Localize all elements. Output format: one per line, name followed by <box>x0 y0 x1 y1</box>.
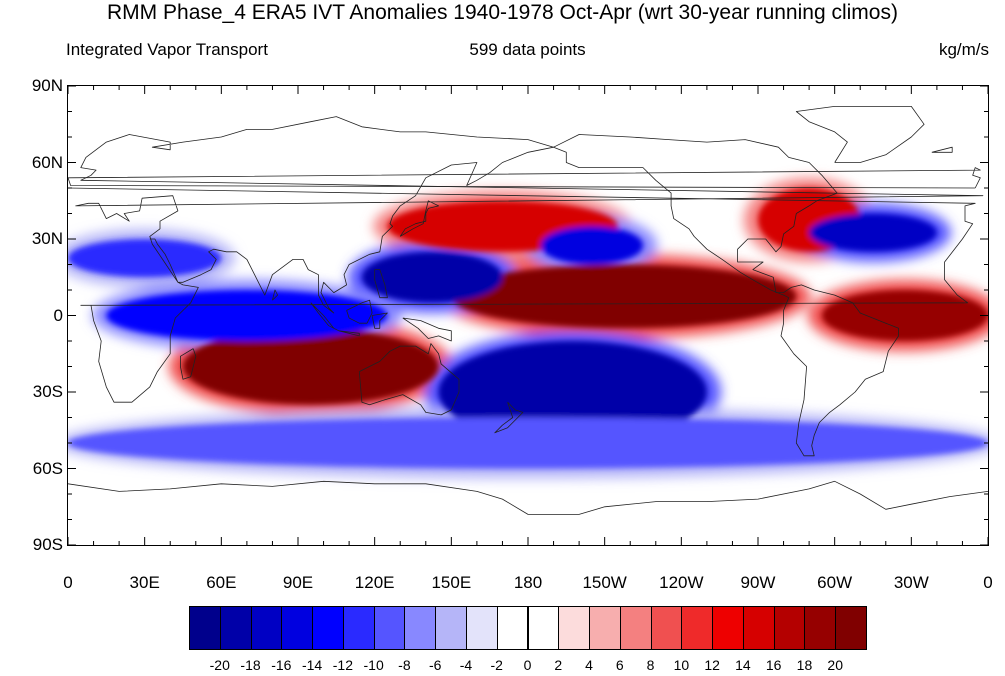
colorbar <box>189 606 867 650</box>
units-label: kg/m/s <box>938 40 989 59</box>
anomaly-region <box>68 417 988 469</box>
lat-tick-label: 60N <box>31 152 63 172</box>
coastline <box>272 289 278 301</box>
colorbar-label: -18 <box>240 657 261 673</box>
colorbar-swatch <box>465 606 498 650</box>
colorbar-label: 4 <box>585 657 593 673</box>
colorbar-label: 20 <box>827 657 844 673</box>
coastline <box>374 269 388 299</box>
lon-tick-label: 0 <box>983 573 993 592</box>
colorbar-swatch <box>496 606 529 650</box>
lat-tick-label: 90N <box>31 76 63 95</box>
anomaly-map <box>68 86 988 545</box>
coastline <box>338 330 360 337</box>
coastline <box>402 317 452 342</box>
lon-tick-label: 90E <box>282 573 314 592</box>
lat-tick-label: 30N <box>31 229 63 248</box>
lon-tick-label: 30E <box>129 573 160 592</box>
colorbar-swatch <box>773 606 806 650</box>
colorbar-label: 16 <box>765 657 782 673</box>
anomaly-region <box>183 328 439 405</box>
colorbar-label: -4 <box>459 657 473 673</box>
coastline <box>358 343 460 416</box>
coastline <box>795 106 925 163</box>
lon-tick-label: 180 <box>513 573 543 592</box>
anomaly-region <box>68 239 222 278</box>
colorbar-swatch <box>527 606 560 650</box>
colorbar-label: 18 <box>796 657 813 673</box>
colorbar-label: -2 <box>490 657 503 673</box>
lon-tick-label: 150W <box>582 573 627 592</box>
lon-tick-label: 120E <box>354 573 395 592</box>
colorbar-swatch <box>589 606 621 650</box>
coastline <box>68 116 984 403</box>
colorbar-label: -10 <box>363 657 384 673</box>
colorbar-label: -8 <box>398 657 411 673</box>
coastline <box>310 302 340 332</box>
colorbar-label: -14 <box>301 657 323 673</box>
coastline <box>931 146 953 153</box>
lon-tick-label: 150E <box>431 573 472 592</box>
lat-tick-label: 0 <box>53 305 63 325</box>
anomaly-region <box>821 290 988 341</box>
anomaly-region <box>451 264 797 329</box>
variable-label: Integrated Vapor Transport <box>66 40 268 59</box>
colorbar-swatch <box>373 606 406 650</box>
lon-tick-label: 120W <box>659 573 704 592</box>
coastline <box>494 401 524 434</box>
lon-tick-label: 30W <box>893 573 929 592</box>
colorbar-label: 12 <box>704 657 720 673</box>
colorbar-swatch <box>404 606 437 650</box>
colorbar-swatch <box>681 606 714 650</box>
lon-tick-label: 60W <box>817 573 853 592</box>
coastline <box>68 167 981 189</box>
colorbar-swatch <box>558 606 591 650</box>
anomaly-region <box>106 290 388 341</box>
colorbar-swatch <box>650 606 683 650</box>
data-points-label: 599 data points <box>469 40 586 59</box>
colorbar-swatch <box>281 606 314 650</box>
coastline <box>399 200 439 237</box>
coastline <box>68 480 988 515</box>
colorbar-label: -6 <box>428 657 442 673</box>
anomaly-region <box>361 251 503 303</box>
colorbar-swatch <box>219 606 252 650</box>
colorbar-swatch <box>250 606 283 650</box>
map-panel <box>67 85 989 546</box>
coastline <box>371 312 388 329</box>
lon-tick-label: 0 <box>63 573 73 592</box>
anomaly-region <box>809 213 937 252</box>
anomaly-region <box>438 341 707 443</box>
colorbar-swatch <box>619 606 652 650</box>
coastline <box>553 134 899 457</box>
coastline <box>346 299 373 324</box>
colorbar-swatch <box>742 606 775 650</box>
colorbar-swatch <box>712 606 744 650</box>
colorbar-swatch <box>835 606 867 650</box>
chart-title: RMM Phase_4 ERA5 IVT Anomalies 1940-1978… <box>107 1 898 24</box>
colorbar-label: 10 <box>673 657 690 673</box>
colorbar-swatch <box>189 606 221 650</box>
lon-tick-label: 90W <box>740 573 776 592</box>
colorbar-label: 14 <box>735 657 751 673</box>
colorbar-label: 0 <box>523 657 532 673</box>
colorbar-swatch <box>312 606 344 650</box>
lon-tick-label: 60E <box>206 573 237 592</box>
colorbar-label: 2 <box>554 657 563 673</box>
colorbar-label: -20 <box>209 657 230 673</box>
colorbar-label: -12 <box>332 657 353 673</box>
colorbar-swatch <box>435 606 467 650</box>
colorbar-label: 8 <box>646 657 655 673</box>
coastline <box>180 348 197 380</box>
colorbar-swatch <box>804 606 837 650</box>
colorbar-swatch <box>342 606 375 650</box>
lat-tick-label: 90S <box>32 535 63 554</box>
colorbar-label: -16 <box>271 657 292 673</box>
anomaly-region <box>540 226 643 265</box>
colorbar-label: 6 <box>615 657 624 673</box>
lat-tick-label: 60S <box>32 458 63 478</box>
lat-tick-label: 30S <box>32 382 63 401</box>
